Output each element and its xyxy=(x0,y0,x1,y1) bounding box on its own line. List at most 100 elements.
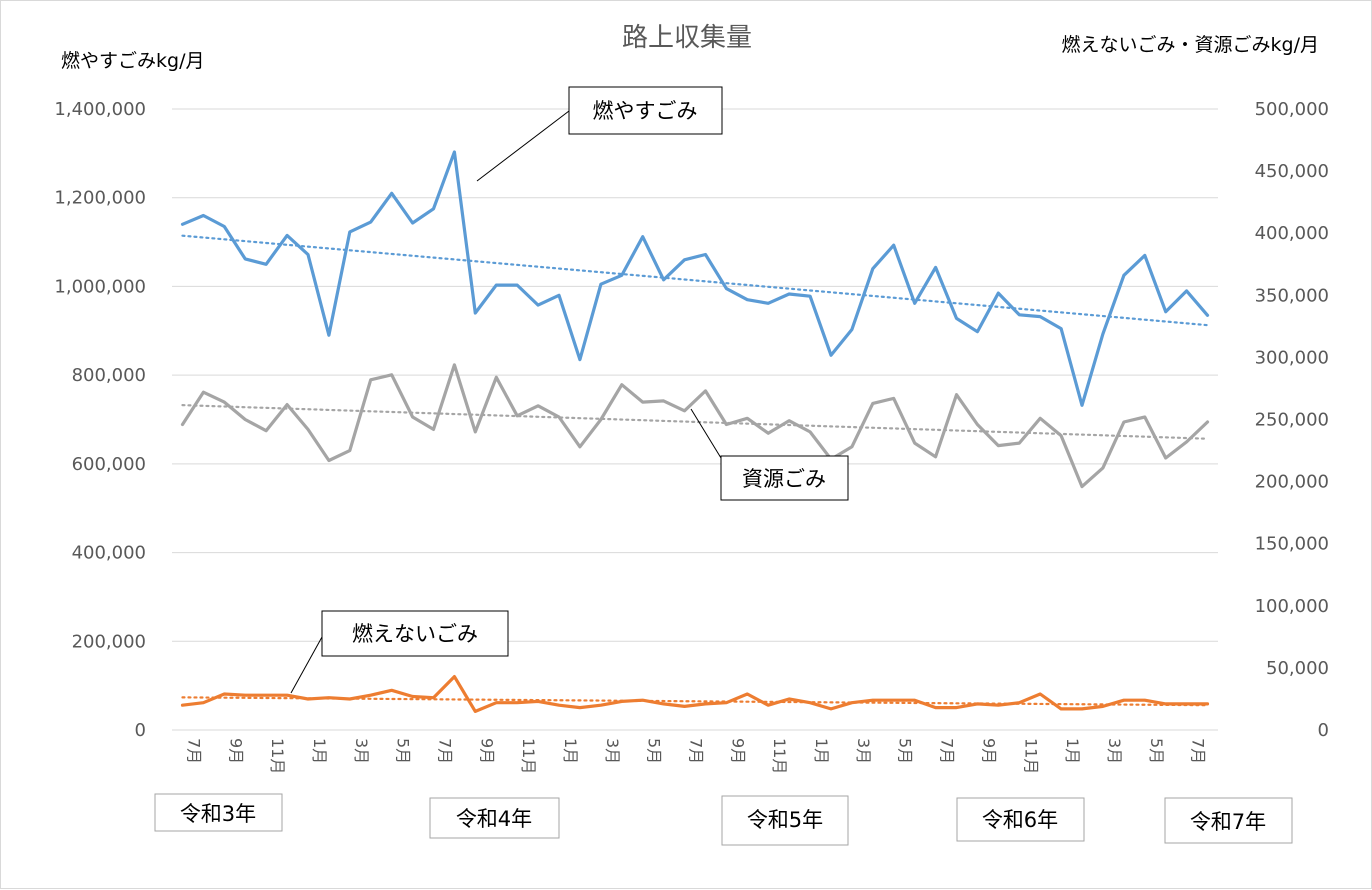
y-left-tick-label: 1,200,000 xyxy=(54,188,146,209)
x-tick-label: 1月 xyxy=(812,738,831,764)
x-tick-label: 1月 xyxy=(310,738,329,764)
x-tick: 7月 xyxy=(687,738,706,764)
callout-recyclable: 資源ごみ xyxy=(742,467,826,491)
x-tick: 5月 xyxy=(1147,738,1166,764)
y-right-tick-label: 450,000 xyxy=(1255,161,1329,182)
x-tick-label: 3月 xyxy=(1105,738,1124,764)
callout-nonburnable: 燃えないごみ xyxy=(352,622,478,646)
x-tick: 7月 xyxy=(1189,738,1208,764)
x-tick-label: 7月 xyxy=(938,738,957,764)
y-left-tick-label: 200,000 xyxy=(72,631,146,652)
x-tick-label: 3月 xyxy=(603,738,622,764)
trendline-1 xyxy=(181,404,1209,440)
y-right-tick-label: 300,000 xyxy=(1255,347,1329,368)
x-tick-label: 9月 xyxy=(979,738,998,764)
x-tick: 9月 xyxy=(477,738,496,764)
year-label-r4: 令和4年 xyxy=(456,807,532,831)
year-box-r4 xyxy=(429,797,560,839)
x-axis-ticks: 7月 9月 11月 1月 3月 5月 7月 9月 11月 1月 3月 5月 7月 9月 11月 1月 3月 5月 7… xyxy=(184,738,1207,774)
x-tick: 3月 xyxy=(1105,738,1124,764)
x-tick-label: 9月 xyxy=(728,738,747,764)
x-tick-label: 5月 xyxy=(394,738,413,764)
x-tick: 9月 xyxy=(226,738,245,764)
year-box-r7 xyxy=(1164,797,1293,844)
y-right-tick-label: 200,000 xyxy=(1255,472,1329,493)
year-label-r7: 令和7年 xyxy=(1190,810,1266,834)
x-tick: 7月 xyxy=(184,738,203,764)
x-tick-label: 7月 xyxy=(184,738,203,764)
x-tick-label: 5月 xyxy=(896,738,915,764)
x-tick-label: 3月 xyxy=(854,738,873,764)
series-lines xyxy=(180,150,1210,714)
year-box-r5 xyxy=(721,795,849,846)
y-right-tick-label: 500,000 xyxy=(1255,99,1329,120)
x-tick: 1月 xyxy=(1063,738,1082,764)
x-tick-label: 7月 xyxy=(1189,738,1208,764)
x-tick: 1月 xyxy=(310,738,329,764)
x-tick-label: 7月 xyxy=(687,738,706,764)
y-right-tick-label: 0 xyxy=(1318,720,1329,741)
x-tick: 7月 xyxy=(938,738,957,764)
series-line-0 xyxy=(180,150,1210,407)
y-left-tick-label: 1,400,000 xyxy=(54,99,146,120)
series-line-2 xyxy=(180,674,1210,714)
y-left-tick-label: 400,000 xyxy=(72,543,146,564)
year-box-r3 xyxy=(154,793,283,832)
chart-title: 路上収集量 xyxy=(622,23,752,53)
y-axis-left-ticks: 0 200,000 400,000 600,000 800,000 1,000,000 1,… xyxy=(54,99,146,741)
trendline-0 xyxy=(181,234,1209,327)
x-tick: 5月 xyxy=(896,738,915,764)
y-left-tick-label: 800,000 xyxy=(72,365,146,386)
x-tick: 1月 xyxy=(561,738,580,764)
x-tick-label: 11月 xyxy=(1021,738,1040,774)
year-label-r3: 令和3年 xyxy=(180,802,256,826)
callout-leader-recyclable xyxy=(690,408,722,459)
x-tick: 11月 xyxy=(519,738,538,774)
x-tick-label: 9月 xyxy=(226,738,245,764)
x-tick: 3月 xyxy=(854,738,873,764)
x-tick: 9月 xyxy=(728,738,747,764)
x-tick-label: 11月 xyxy=(519,738,538,774)
x-tick: 3月 xyxy=(352,738,371,764)
x-tick: 11月 xyxy=(770,738,789,774)
year-label-r6: 令和6年 xyxy=(982,808,1058,832)
callout-box-burnable xyxy=(568,86,723,135)
x-tick-label: 3月 xyxy=(352,738,371,764)
y-axis-right-label: 燃えないごみ・資源ごみkg/月 xyxy=(1062,34,1319,56)
y-left-tick-label: 600,000 xyxy=(72,454,146,475)
x-tick-label: 9月 xyxy=(477,738,496,764)
x-tick-label: 5月 xyxy=(645,738,664,764)
y-axis-right-ticks: 0 50,000 100,000 150,000 200,000 250,000 300,0… xyxy=(1255,99,1329,741)
callout-box-nonburnable xyxy=(321,610,509,657)
y-right-tick-label: 350,000 xyxy=(1255,285,1329,306)
x-tick-label: 11月 xyxy=(268,738,287,774)
x-tick-label: 11月 xyxy=(770,738,789,774)
callout-box-recyclable xyxy=(720,455,849,501)
y-right-tick-label: 100,000 xyxy=(1255,596,1329,617)
x-tick-label: 1月 xyxy=(561,738,580,764)
y-left-tick-label: 0 xyxy=(135,720,146,741)
x-tick-label: 5月 xyxy=(1147,738,1166,764)
x-tick: 7月 xyxy=(436,738,455,764)
callout-leader-burnable xyxy=(476,110,570,182)
x-tick: 5月 xyxy=(645,738,664,764)
y-right-tick-label: 50,000 xyxy=(1266,658,1329,679)
x-tick-label: 7月 xyxy=(436,738,455,764)
year-label-r5: 令和5年 xyxy=(747,808,823,832)
series-line-1 xyxy=(180,363,1210,489)
callout-leader-nonburnable xyxy=(290,636,323,694)
x-tick: 3月 xyxy=(603,738,622,764)
x-tick: 9月 xyxy=(979,738,998,764)
year-box-r6 xyxy=(956,797,1085,842)
x-tick: 11月 xyxy=(1021,738,1040,774)
x-tick: 5月 xyxy=(394,738,413,764)
y-axis-left-label: 燃やすごみkg/月 xyxy=(61,50,204,72)
x-tick: 11月 xyxy=(268,738,287,774)
y-left-tick-label: 1,000,000 xyxy=(54,276,146,297)
callout-burnable: 燃やすごみ xyxy=(593,99,698,123)
y-right-tick-label: 250,000 xyxy=(1255,410,1329,431)
x-tick-label: 1月 xyxy=(1063,738,1082,764)
y-right-tick-label: 400,000 xyxy=(1255,223,1329,244)
